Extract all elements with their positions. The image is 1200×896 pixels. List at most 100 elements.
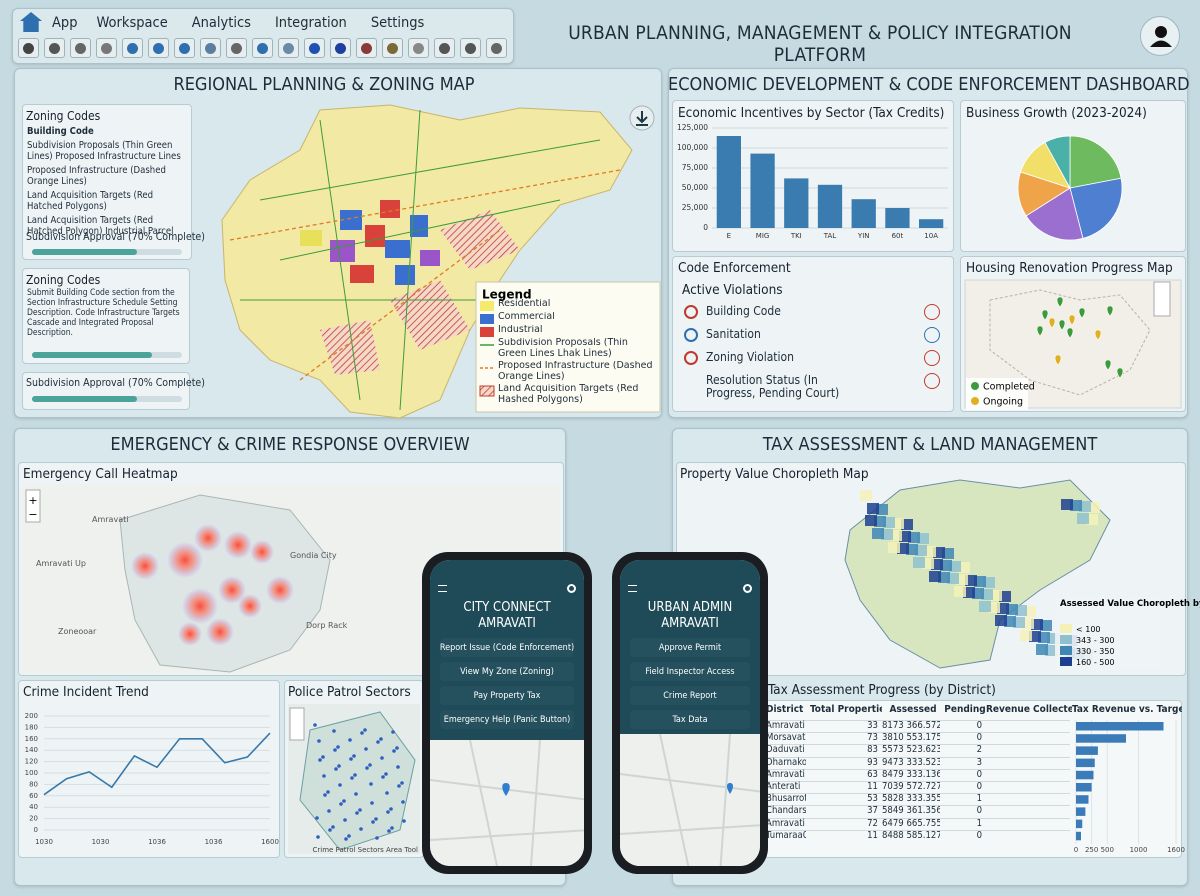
- choropleth-cell: [1040, 620, 1052, 631]
- tool-button[interactable]: [486, 38, 507, 58]
- choropleth-cell: [988, 602, 1000, 613]
- choropleth-cell: [1036, 644, 1048, 655]
- home-icon: [20, 12, 42, 32]
- tool-button[interactable]: [122, 38, 143, 58]
- tool-button[interactable]: [174, 38, 195, 58]
- tool-button[interactable]: [356, 38, 377, 58]
- menu-item[interactable]: Analytics: [191, 15, 251, 31]
- phone-button[interactable]: Report Issue (Code Enforcement): [440, 638, 574, 657]
- phone-button[interactable]: Pay Property Tax: [440, 686, 574, 705]
- pin: [1094, 329, 1102, 341]
- choropleth-cell: [890, 530, 902, 541]
- settings-icon[interactable]: [567, 584, 576, 593]
- patrol-dot: [368, 763, 372, 767]
- x-tick-label: MIG: [756, 232, 770, 240]
- patrol-dot: [400, 781, 404, 785]
- zoom-control[interactable]: [25, 489, 41, 523]
- tool-button[interactable]: [148, 38, 169, 58]
- rect: [385, 240, 410, 258]
- phone-button[interactable]: Crime Report: [630, 686, 750, 705]
- menu-item[interactable]: App: [52, 15, 78, 31]
- tool-button[interactable]: [44, 38, 65, 58]
- circle: [218, 576, 246, 604]
- tool-button[interactable]: [408, 38, 429, 58]
- x-tick-label: 10A: [924, 232, 938, 240]
- choropleth-cell: [1006, 604, 1018, 615]
- violation-row: Building Code: [680, 302, 950, 324]
- legend-label: 160 - 500: [1076, 658, 1115, 667]
- table-header: Tax Revenue vs. Target: [1072, 704, 1182, 715]
- tool-button[interactable]: [70, 38, 91, 58]
- zoning-item: Proposed Infrastructure (Dashed Orange L…: [27, 165, 166, 187]
- menu-item[interactable]: Settings: [370, 15, 425, 31]
- phone-button[interactable]: Field Inspector Access: [630, 662, 750, 681]
- tool-button[interactable]: [226, 38, 247, 58]
- tool-button[interactable]: [252, 38, 273, 58]
- violation-row: Sanitation: [680, 325, 950, 347]
- table-cell: 2: [976, 744, 982, 756]
- phone-title: CITY CONNECT AMRAVATI: [463, 600, 551, 631]
- tool-button[interactable]: [304, 38, 325, 58]
- menu-item[interactable]: Workspace: [96, 15, 168, 31]
- progress-fill: [32, 352, 152, 358]
- box-heading: Zoning Codes: [26, 273, 101, 287]
- chart-title: Economic Incentives by Sector (Tax Credi…: [678, 105, 945, 121]
- path: [390, 280, 470, 350]
- tool-button[interactable]: [382, 38, 403, 58]
- row-line: [766, 768, 1070, 770]
- tool-button[interactable]: [200, 38, 221, 58]
- tool-icon: [335, 43, 346, 54]
- choropleth-cell: [867, 503, 879, 514]
- violation-row: Resolution Status (In Progress, Pending …: [680, 371, 950, 400]
- choropleth-cell: [940, 560, 952, 571]
- row-line: [766, 829, 1070, 831]
- menu-item[interactable]: Integration: [274, 15, 347, 31]
- choropleth-cell: [1013, 617, 1025, 628]
- bar: [885, 208, 910, 228]
- tool-button[interactable]: [434, 38, 455, 58]
- path: [1150, 40, 1172, 47]
- menu-icon[interactable]: [438, 585, 447, 592]
- table-cell: 0: [976, 732, 982, 744]
- table-cell: Morsavati: [766, 732, 806, 744]
- choropleth-cell: [981, 589, 993, 600]
- tool-button[interactable]: [96, 38, 117, 58]
- zoom-control[interactable]: [289, 707, 305, 741]
- tool-button[interactable]: [278, 38, 299, 58]
- zones: [229, 109, 621, 411]
- map-label: Zoneooar: [58, 627, 97, 636]
- phone-button[interactable]: View My Zone (Zoning): [440, 662, 574, 681]
- choropleth-cell: [933, 547, 945, 558]
- table-cell: 83: [867, 744, 878, 756]
- tool-button[interactable]: [460, 38, 481, 58]
- phone-button[interactable]: Tax Data: [630, 710, 750, 729]
- table-cell: 53: [867, 793, 878, 805]
- housing-boundary: [989, 289, 1151, 396]
- path: [320, 320, 380, 375]
- tool-icon: [413, 43, 424, 54]
- table-cell: 0: [976, 829, 982, 841]
- zoom-control[interactable]: [1153, 281, 1171, 317]
- choropleth-cell: [901, 519, 913, 530]
- x-tick-label: 0: [1074, 846, 1078, 854]
- tool-button[interactable]: [330, 38, 351, 58]
- circle: [167, 542, 203, 578]
- revenue-bar: [1076, 831, 1081, 841]
- user-avatar[interactable]: [1140, 16, 1180, 56]
- patrol-dot: [355, 811, 359, 815]
- phone-button[interactable]: Emergency Help (Panic Button): [440, 710, 574, 729]
- phone-button[interactable]: Approve Permit: [630, 638, 750, 657]
- tool-button[interactable]: [18, 38, 39, 58]
- download-icon: [636, 111, 648, 126]
- x-tick-label: 1600: [261, 838, 279, 846]
- settings-icon[interactable]: [743, 584, 752, 593]
- violation-list: Building Code Sanitation Zoning Violation R…: [680, 302, 950, 410]
- y-tick-label: 25,000: [682, 203, 708, 212]
- choropleth-cell: [917, 533, 929, 544]
- menu-icon[interactable]: [628, 585, 637, 592]
- legend-label: Ongoing: [983, 397, 1023, 408]
- table-cell: Amravati: [766, 817, 805, 829]
- patrol-dot: [316, 835, 320, 839]
- choropleth-cell: [913, 557, 925, 568]
- table-cell: 6479 665.755: [882, 817, 940, 829]
